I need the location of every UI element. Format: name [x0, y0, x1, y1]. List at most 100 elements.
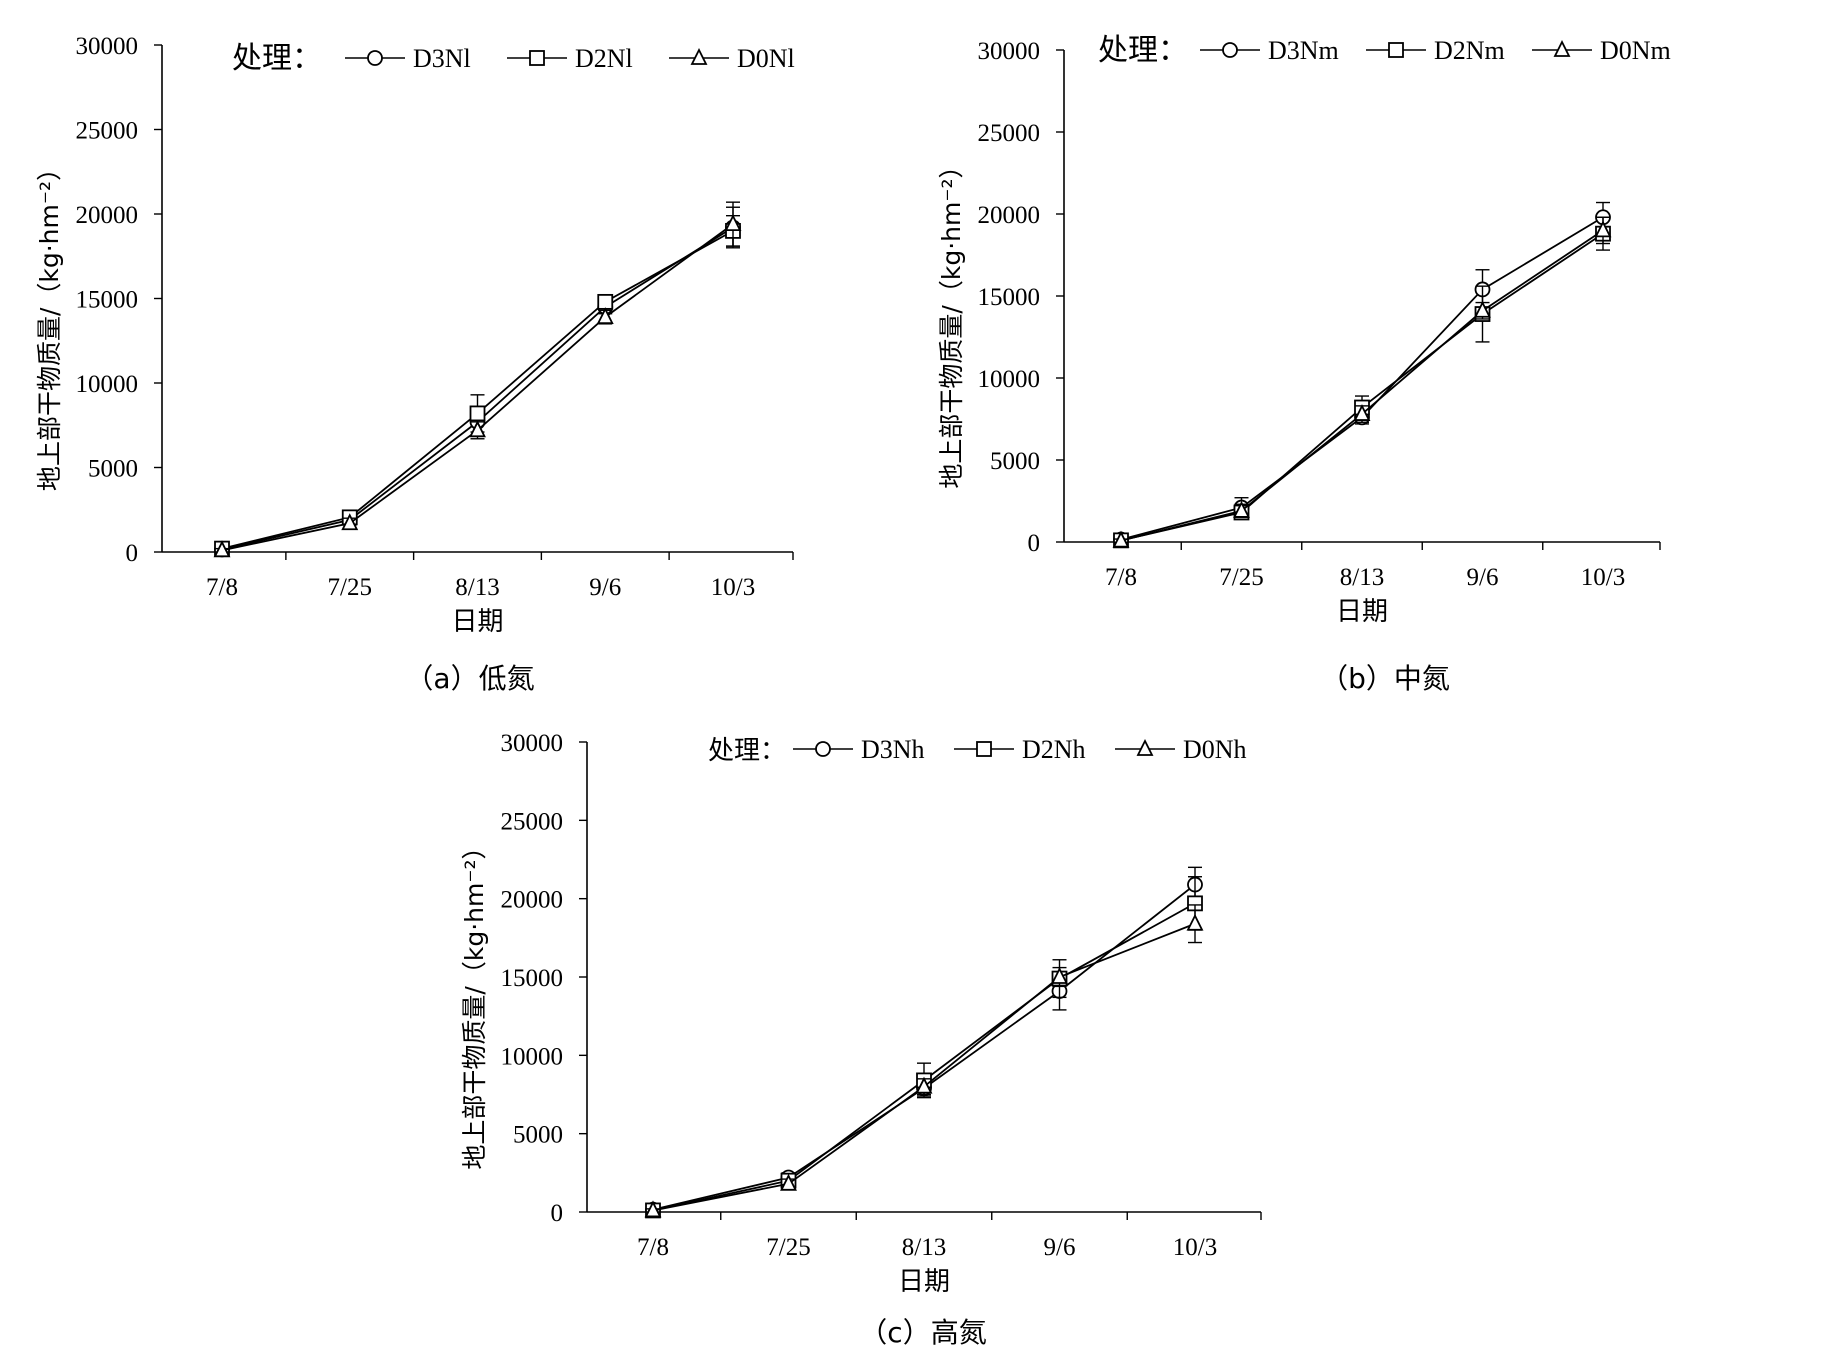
x-tick-label: 8/13 — [902, 1234, 946, 1261]
y-tick-label: 15000 — [978, 284, 1041, 311]
legend-label: D0Nh — [1183, 735, 1247, 764]
x-tick-label: 7/8 — [637, 1234, 669, 1261]
chart-panel-2: 0 5000 10000 15000 20000 25000 30000 7/8 7/25 8/1… — [937, 33, 1671, 695]
legend-title: 处理： — [232, 41, 322, 76]
data-point — [597, 293, 614, 310]
x-tick-label: 7/25 — [766, 1234, 810, 1261]
legend-marker-circle — [815, 741, 831, 757]
series-line — [652, 902, 1196, 1212]
series-line — [221, 226, 734, 551]
chart-panel-1: 0 5000 10000 15000 20000 25000 30000 7/8 7/25 8/1… — [35, 33, 795, 695]
legend-title: 处理： — [708, 736, 786, 766]
y-tick-label: 20000 — [76, 202, 139, 229]
series-D0Nl — [213, 201, 742, 558]
data-point — [1186, 913, 1204, 931]
y-tick-label: 25000 — [978, 120, 1041, 147]
x-tick-label: 9/6 — [1044, 1234, 1076, 1261]
data-point — [469, 420, 486, 438]
data-point — [1474, 300, 1491, 318]
x-tick-label: 10/3 — [1581, 564, 1625, 591]
legend-label: D3Nh — [861, 735, 925, 764]
y-tick-label: 5000 — [513, 1122, 563, 1149]
y-tick-label: 10000 — [501, 1043, 564, 1070]
y-tick-label: 5000 — [990, 448, 1040, 475]
x-tick-label: 7/25 — [1219, 564, 1263, 591]
x-tick-label: 8/13 — [455, 574, 499, 601]
x-tick-label: 10/3 — [1173, 1234, 1217, 1261]
series-D3Nh — [645, 866, 1203, 1218]
x-tick-label: 8/13 — [1340, 564, 1384, 591]
y-axis-title: 地上部干物质量/（kg·hm⁻²） — [35, 156, 64, 491]
legend-label: D2Nh — [1022, 735, 1086, 764]
legend-marker-square — [976, 741, 992, 757]
y-tick-label: 20000 — [501, 887, 564, 914]
series-D2Nh — [645, 876, 1203, 1219]
data-point — [1112, 530, 1130, 548]
data-point — [1594, 220, 1612, 238]
x-axis-title: 日期 — [451, 607, 503, 637]
y-tick-label: 15000 — [501, 965, 564, 992]
legend-title: 处理： — [1098, 33, 1188, 68]
series-line — [1120, 229, 1604, 542]
y-tick-label: 30000 — [76, 33, 139, 60]
legend-marker-square — [529, 50, 545, 66]
data-point — [213, 540, 231, 558]
data-point — [469, 405, 486, 422]
series-line — [652, 883, 1196, 1211]
data-point — [1233, 500, 1250, 518]
legend-label: D0Nl — [737, 44, 795, 73]
legend-label: D3Nl — [413, 44, 471, 73]
x-tick-label: 7/8 — [206, 574, 238, 601]
data-point — [915, 1076, 933, 1094]
data-point — [1353, 404, 1371, 421]
y-tick-label: 20000 — [978, 202, 1041, 229]
legend-marker-circle — [367, 50, 383, 66]
legend-label: D2Nl — [575, 44, 633, 73]
y-tick-label: 30000 — [978, 38, 1041, 65]
series-D3Nl — [214, 206, 741, 558]
series-D3Nm — [1113, 201, 1611, 548]
x-tick-label: 10/3 — [711, 574, 755, 601]
series-D2Nm — [1113, 216, 1611, 549]
legend-marker-circle — [1222, 42, 1238, 58]
legend-marker-triangle — [1136, 738, 1154, 756]
y-tick-label: 10000 — [978, 366, 1041, 393]
series-line — [221, 230, 734, 550]
legend-marker-square — [1388, 42, 1404, 58]
y-tick-label: 0 — [551, 1200, 564, 1227]
y-axis-title: 地上部干物质量/（kg·hm⁻²） — [937, 153, 966, 488]
legend-label: D3Nm — [1268, 36, 1339, 65]
data-point — [596, 307, 614, 324]
y-tick-label: 0 — [126, 540, 139, 567]
y-tick-label: 15000 — [76, 287, 139, 314]
series-D2Nl — [214, 214, 741, 557]
y-tick-label: 25000 — [76, 118, 139, 145]
x-axis-title: 日期 — [1336, 597, 1388, 627]
legend-label: D2Nm — [1434, 36, 1505, 65]
data-point — [341, 513, 359, 531]
legend-marker-triangle — [1553, 39, 1571, 57]
x-tick-label: 9/6 — [589, 574, 621, 601]
x-tick-label: 9/6 — [1467, 564, 1499, 591]
x-tick-label: 7/8 — [1105, 564, 1137, 591]
x-tick-label: 7/25 — [328, 574, 372, 601]
y-tick-label: 5000 — [88, 456, 138, 483]
data-point — [644, 1200, 662, 1218]
panel-caption: （b）中氮 — [1320, 662, 1450, 695]
series-D0Nm — [1112, 216, 1612, 548]
panel-caption: （a）低氮 — [405, 662, 534, 695]
chart-panel-3: 0 5000 10000 15000 20000 25000 30000 7/8 7/25 8/1… — [460, 730, 1262, 1349]
legend-marker-triangle — [690, 47, 708, 65]
y-axis-title: 地上部干物质量/（kg·hm⁻²） — [460, 834, 489, 1169]
legend-label: D0Nm — [1600, 36, 1671, 65]
x-axis-title: 日期 — [898, 1267, 950, 1297]
series-D0Nh — [644, 904, 1204, 1218]
y-tick-label: 25000 — [501, 808, 564, 835]
panel-caption: （c）高氮 — [859, 1316, 986, 1349]
y-tick-label: 0 — [1028, 530, 1041, 557]
data-point — [724, 214, 742, 232]
data-point — [780, 1173, 797, 1191]
y-tick-label: 30000 — [501, 730, 564, 757]
y-tick-label: 10000 — [76, 371, 139, 398]
